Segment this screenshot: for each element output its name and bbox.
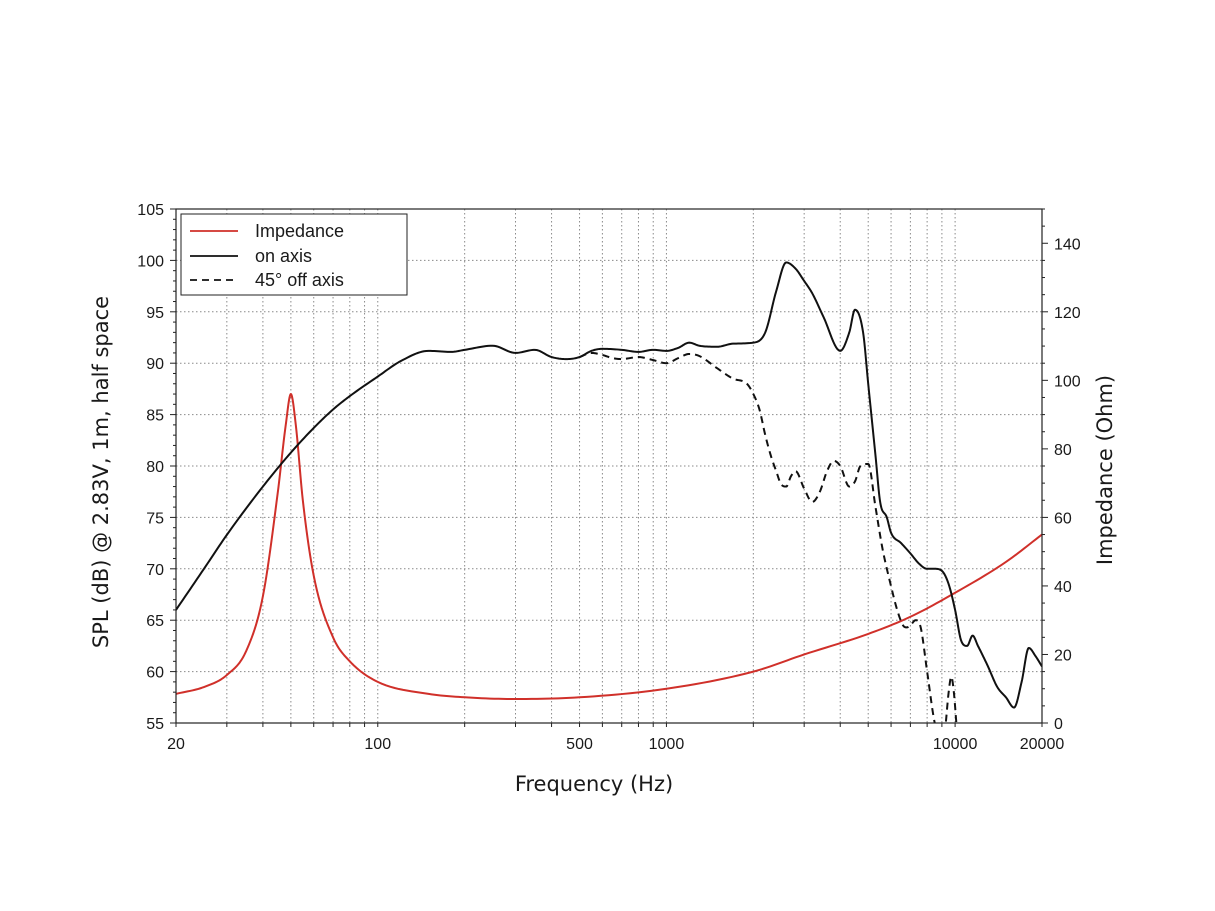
y-tick-label: 95: [146, 305, 164, 322]
y2-tick-label: 100: [1054, 373, 1081, 390]
x-tick-label: 1000: [649, 736, 685, 753]
x-tick-label: 20000: [1020, 736, 1065, 753]
x-tick-label: 20: [167, 736, 185, 753]
y-tick-label: 100: [137, 253, 164, 270]
y2-tick-label: 0: [1054, 716, 1063, 733]
y-axis-title: SPL (dB) @ 2.83V, 1m, half space: [89, 296, 113, 648]
y2-axis-title: Impedance (Ohm): [1093, 375, 1117, 565]
y-tick-label: 105: [137, 202, 164, 219]
y2-tick-label: 20: [1054, 647, 1072, 664]
x-tick-label: 500: [566, 736, 593, 753]
legend: Impedance on axis 45° off axis: [180, 213, 408, 296]
legend-label-impedance: Impedance: [255, 221, 344, 241]
y-tick-label: 55: [146, 716, 164, 733]
y-tick-label: 80: [146, 459, 164, 476]
on-axis-curve: [176, 261, 1042, 709]
impedance-curve: [176, 393, 1042, 701]
y-tick-label: 60: [146, 665, 164, 682]
y-tick-label: 75: [146, 510, 164, 527]
x-tick-label: 10000: [933, 736, 978, 753]
legend-label-off-axis: 45° off axis: [255, 270, 344, 290]
off-axis-curve: [579, 351, 958, 723]
legend-label-on-axis: on axis: [255, 246, 312, 266]
y2-tick-label: 80: [1054, 442, 1072, 459]
y-tick-label: 70: [146, 562, 164, 579]
legend-box: [180, 213, 408, 296]
x-axis-title: Frequency (Hz): [515, 772, 673, 796]
y2-tick-label: 140: [1054, 236, 1081, 253]
y-tick-label: 85: [146, 408, 164, 425]
y2-tick-label: 120: [1054, 305, 1081, 322]
y-tick-label: 90: [146, 356, 164, 373]
y-tick-label: 65: [146, 613, 164, 630]
y2-tick-label: 60: [1054, 510, 1072, 527]
series-layer: [176, 261, 1042, 723]
y2-tick-label: 40: [1054, 579, 1072, 596]
x-tick-label: 100: [364, 736, 391, 753]
ticks: 20 100 500 1000 10000 20000556065707580859095…: [137, 202, 1081, 753]
